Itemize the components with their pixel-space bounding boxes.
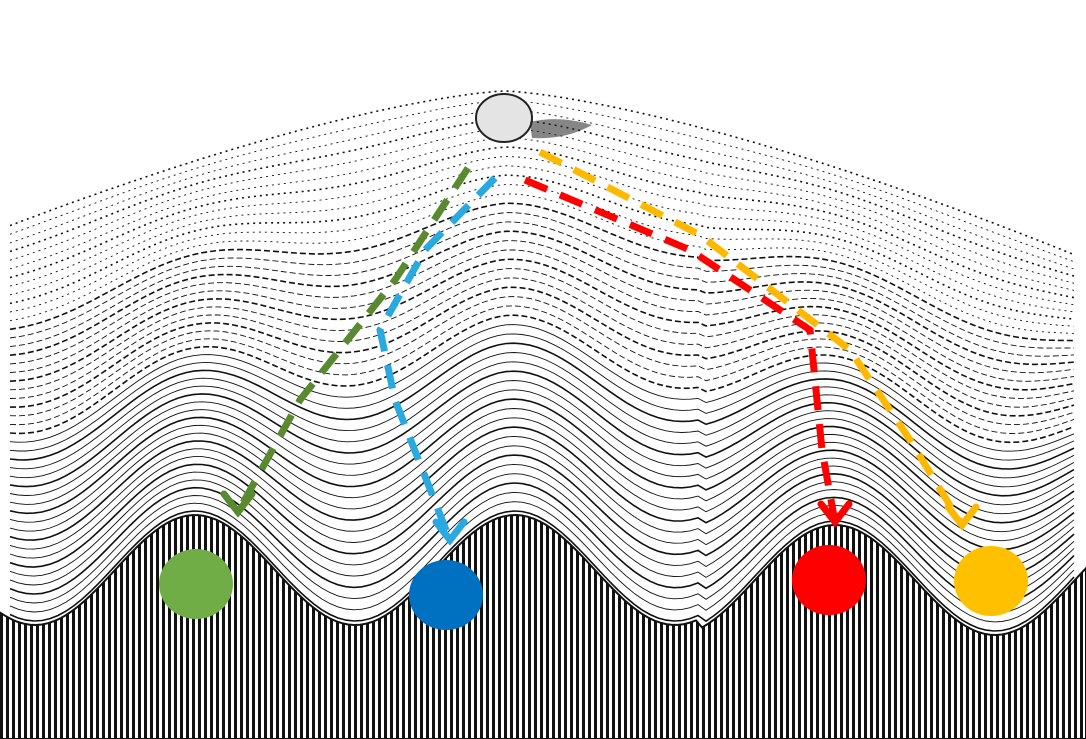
surface-contour-line — [9, 212, 1075, 349]
surface-contour-line — [9, 342, 1075, 470]
green-arrowhead — [220, 490, 256, 518]
red-arrowhead — [817, 500, 853, 528]
surface-contour-line — [9, 184, 1075, 327]
ball — [475, 93, 533, 143]
surface-contour-line — [9, 249, 1075, 382]
surface-contour-line — [9, 221, 1075, 357]
surface-contour-line — [9, 314, 1075, 444]
surface-contour-line — [9, 333, 1075, 461]
surface-contour-line — [9, 408, 1075, 533]
surface-contour-line — [9, 174, 1075, 320]
surface-contour-line — [9, 501, 1075, 623]
differentiation-paths — [220, 148, 980, 546]
surface-contour-line — [9, 454, 1075, 578]
surface-contour-line — [9, 352, 1075, 479]
valley-markers — [159, 545, 1028, 630]
surface-contour-line — [9, 491, 1075, 614]
red-path-arrow — [523, 176, 839, 523]
blue-arrowhead — [432, 518, 468, 546]
surface-contour-line — [9, 193, 1075, 334]
orange-valley-ball — [954, 546, 1028, 616]
green-path-arrow — [234, 166, 471, 514]
ball-shadow — [530, 119, 592, 139]
blue-path-arrow — [376, 175, 498, 542]
surface-contour-line — [9, 370, 1075, 497]
landscape-surface-hatching — [9, 90, 1075, 632]
surface-contour-line — [9, 463, 1075, 587]
orange-arrowhead — [944, 503, 980, 531]
surface-contour-line — [9, 380, 1075, 506]
surface-contour-line — [9, 324, 1075, 452]
red-valley-ball — [792, 545, 866, 615]
surface-contour-line — [9, 398, 1075, 524]
surface-contour-line — [9, 482, 1075, 605]
surface-contour-line — [9, 268, 1075, 399]
green-valley-ball — [159, 549, 233, 619]
surface-contour-line — [9, 389, 1075, 515]
surface-contour-line — [9, 99, 1075, 263]
surface-contour-line — [9, 417, 1075, 542]
surface-contour-line — [9, 305, 1075, 434]
surface-contour-line — [9, 146, 1075, 299]
surface-contour-line — [9, 202, 1075, 342]
blue-valley-ball — [409, 560, 483, 630]
surface-contour-line — [9, 230, 1075, 366]
landscape-front-face — [0, 513, 1086, 739]
surface-contour-line — [9, 426, 1075, 551]
orange-path-arrow — [538, 148, 965, 527]
surface-contour-line — [9, 240, 1075, 374]
surface-contour-line — [9, 473, 1075, 596]
surface-contour-line — [10, 286, 1075, 417]
surface-contour-line — [9, 510, 1075, 632]
surface-contour-line — [9, 90, 1075, 256]
surface-contour-line — [9, 156, 1075, 306]
surface-contour-line — [9, 435, 1075, 560]
surface-contour-line — [9, 445, 1075, 569]
surface-contour-line — [9, 118, 1075, 277]
surface-contour-line — [9, 296, 1075, 426]
surface-contour-line — [9, 258, 1075, 391]
surface-contour-line — [9, 277, 1075, 408]
surface-contour-line — [9, 165, 1075, 313]
